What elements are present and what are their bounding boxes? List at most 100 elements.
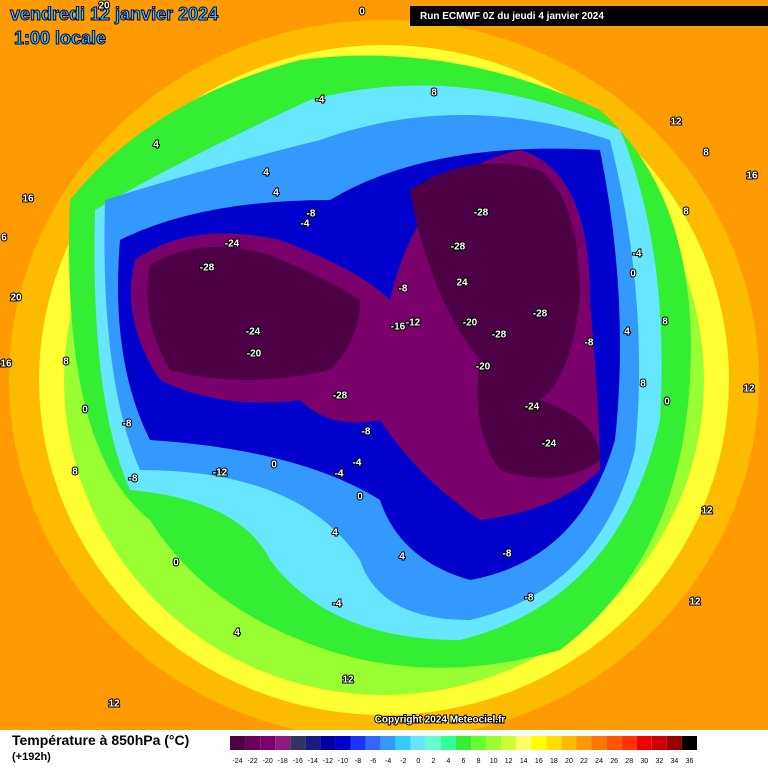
contour-label: -28 bbox=[451, 242, 466, 253]
contour-label: 0 bbox=[82, 405, 88, 416]
colorbar-label: -4 bbox=[385, 758, 391, 765]
lead-time: (+192h) bbox=[12, 751, 51, 763]
colorbar-swatch bbox=[425, 736, 441, 750]
colorbar-label: 6 bbox=[462, 758, 466, 765]
colorbar-swatch bbox=[260, 736, 276, 750]
colorbar-swatch bbox=[636, 736, 652, 750]
contour-label: -20 bbox=[247, 349, 262, 360]
contour-label: 4 bbox=[332, 528, 338, 539]
contour-label: -4 bbox=[353, 458, 362, 469]
contour-label: 16 bbox=[746, 171, 758, 182]
contour-label: -4 bbox=[335, 469, 344, 480]
colorbar-label: -22 bbox=[248, 758, 258, 765]
colorbar-label: 12 bbox=[505, 758, 513, 765]
colorbar-label: 0 bbox=[416, 758, 420, 765]
contour-label: 8 bbox=[63, 357, 69, 368]
colorbar-label: -16 bbox=[293, 758, 303, 765]
colorbar-swatch bbox=[290, 736, 306, 750]
colorbar-label: 8 bbox=[477, 758, 481, 765]
colorbar-swatch bbox=[531, 736, 547, 750]
contour-label: -8 bbox=[307, 209, 316, 220]
colorbar-label: -8 bbox=[355, 758, 361, 765]
contour-label: -4 bbox=[633, 249, 642, 260]
contour-label: 12 bbox=[670, 117, 682, 128]
colorbar-label: 24 bbox=[595, 758, 603, 765]
colorbar-swatch bbox=[245, 736, 261, 750]
contour-label: -28 bbox=[492, 330, 507, 341]
contour-label: -8 bbox=[585, 338, 594, 349]
contour-label: -8 bbox=[123, 419, 132, 430]
colorbar-swatch bbox=[576, 736, 592, 750]
contour-label: -24 bbox=[225, 239, 240, 250]
colorbar-swatch bbox=[486, 736, 502, 750]
colorbar-label: 32 bbox=[655, 758, 663, 765]
colorbar-swatch bbox=[606, 736, 622, 750]
contour-label: 4 bbox=[153, 140, 159, 151]
colorbar-label: 10 bbox=[490, 758, 498, 765]
colorbar-swatch bbox=[440, 736, 456, 750]
contour-label: 8 bbox=[72, 467, 78, 478]
contour-label: 4 bbox=[624, 327, 630, 338]
contour-label: -4 bbox=[301, 219, 310, 230]
legend-title: Température à 850hPa (°C) bbox=[12, 732, 189, 748]
colorbar-swatch bbox=[561, 736, 577, 750]
colorbar-swatch bbox=[666, 736, 682, 750]
contour-label: 16 bbox=[0, 359, 12, 370]
contour-label: -28 bbox=[200, 263, 215, 274]
contour-label: -16 bbox=[391, 322, 406, 333]
colorbar-swatch bbox=[305, 736, 321, 750]
colorbar-swatch bbox=[501, 736, 517, 750]
colorbar-label: 18 bbox=[550, 758, 558, 765]
contour-label: 12 bbox=[689, 597, 701, 608]
contour-label: -28 bbox=[333, 391, 348, 402]
contour-label: -4 bbox=[333, 599, 342, 610]
contour-label: 12 bbox=[701, 506, 713, 517]
date: vendredi 12 janvier 2024 bbox=[10, 4, 218, 24]
contour-label: -28 bbox=[533, 309, 548, 320]
contour-label: 4 bbox=[273, 188, 279, 199]
contour-label: 8 bbox=[662, 317, 668, 328]
colorbar: -24 -22 -20 -18 -16 -14 -12 -10 -8 -6 -4 -2 0 2 4 6 8 10 1… bbox=[230, 736, 697, 765]
contour-label: -20 bbox=[476, 362, 491, 373]
colorbar-swatch bbox=[591, 736, 607, 750]
contour-labels: -24-28-24-20-28-12-8-80-4-4-804-44041212… bbox=[0, 0, 759, 711]
colorbar-label: -10 bbox=[338, 758, 348, 765]
contour-label: 8 bbox=[431, 88, 437, 99]
contour-label: 4 bbox=[399, 552, 405, 563]
colorbar-label: 30 bbox=[640, 758, 648, 765]
colorbar-swatch bbox=[380, 736, 396, 750]
contour-label: -28 bbox=[474, 208, 489, 219]
contour-label: 4 bbox=[234, 628, 240, 639]
contour-label: -24 bbox=[542, 439, 557, 450]
contour-label: -8 bbox=[129, 474, 138, 485]
colorbar-label: 34 bbox=[671, 758, 679, 765]
contour-label: 8 bbox=[703, 148, 709, 159]
contour-label: -8 bbox=[399, 284, 408, 295]
contour-label: -8 bbox=[362, 427, 371, 438]
contour-label: 6 bbox=[1, 233, 7, 244]
contour-label: 0 bbox=[357, 492, 363, 503]
colorbar-swatch bbox=[516, 736, 532, 750]
colorbar-swatch bbox=[350, 736, 366, 750]
colorbar-label: -20 bbox=[263, 758, 273, 765]
contour-label: -24 bbox=[246, 327, 261, 338]
contour-label: 8 bbox=[683, 207, 689, 218]
colorbar-label: 26 bbox=[610, 758, 618, 765]
colorbar-swatch bbox=[320, 736, 336, 750]
contour-label: 12 bbox=[743, 384, 755, 395]
contour-label: -8 bbox=[525, 593, 534, 604]
colorbar-label: -24 bbox=[232, 758, 242, 765]
contour-label: -12 bbox=[406, 318, 421, 329]
colorbar-swatch bbox=[335, 736, 351, 750]
contour-label: -24 bbox=[525, 402, 540, 413]
colorbar-swatch bbox=[455, 736, 472, 750]
time: 1:00 locale bbox=[14, 28, 106, 48]
copyright: Copyright 2024 Meteociel.fr bbox=[375, 715, 506, 726]
colorbar-label: 16 bbox=[535, 758, 543, 765]
contour-label: -20 bbox=[463, 318, 478, 329]
contour-label: 12 bbox=[108, 699, 120, 710]
contour-label: 24 bbox=[456, 278, 468, 289]
colorbar-label: 2 bbox=[431, 758, 435, 765]
